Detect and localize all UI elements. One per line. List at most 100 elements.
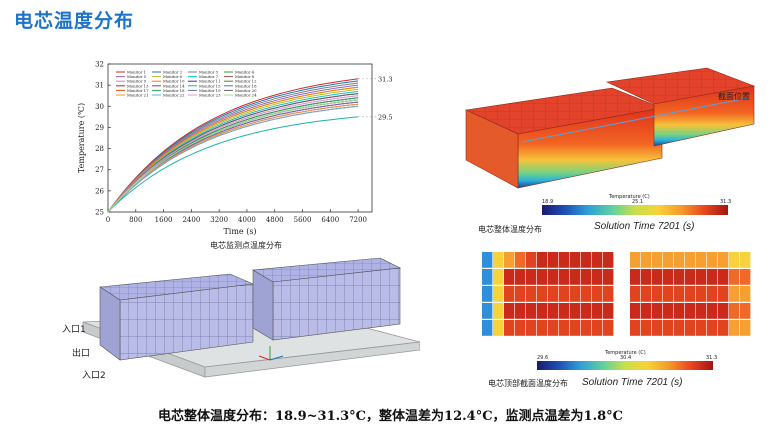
x-axis-label: Time (s) — [223, 227, 256, 236]
heatmap-cell — [493, 320, 504, 336]
overall-colorbar — [542, 205, 728, 215]
heatmap-cell — [718, 252, 729, 268]
heatmap-cell — [641, 320, 652, 336]
heatmap-cell — [526, 252, 537, 268]
heatmap-cell — [696, 286, 707, 302]
heatmap-cell — [493, 303, 504, 319]
top-contour-caption: 电芯顶部截面温度分布 — [488, 379, 568, 388]
legend-entry: Monitor 13 — [127, 83, 149, 88]
y-tick-label: 32 — [95, 61, 104, 69]
series-line — [107, 105, 359, 213]
heatmap-cell — [504, 320, 515, 336]
battery-pack-model — [82, 257, 420, 378]
y-tick-label: 26 — [95, 187, 104, 195]
series-line — [107, 99, 359, 213]
legend-entry: Monitor 19 — [199, 88, 221, 93]
series-line — [107, 86, 359, 213]
series-line — [107, 93, 359, 213]
summary-text: 电芯整体温度分布：18.9~31.3°C，整体温差为12.4°C，监测点温差为1… — [157, 409, 624, 424]
heatmap-cell — [740, 320, 751, 336]
heatmap-cell — [740, 269, 751, 285]
heatmap-cell — [674, 252, 685, 268]
heatmap-cell — [603, 320, 614, 336]
x-tick-label: 3200 — [210, 216, 228, 224]
heatmap-cell — [592, 286, 603, 302]
heatmap-cell — [652, 303, 663, 319]
heatmap-cell — [652, 286, 663, 302]
top-cb-mid: 30.4 — [620, 355, 632, 361]
overall-contour-caption: 电芯整体温度分布 — [478, 225, 542, 234]
x-tick-label: 0 — [106, 216, 110, 224]
outlet-label: 出口 — [72, 349, 91, 359]
inlet2-label: 入口2 — [82, 371, 106, 381]
heatmap-cell — [707, 286, 718, 302]
legend-entry: Monitor 4 — [235, 70, 255, 75]
heatmap-cell — [603, 252, 614, 268]
heatmap-cell — [696, 303, 707, 319]
temperature-line-chart: 0 800 1600 2400 3200 4000 4800 5600 6400 7200 25 26… — [77, 61, 392, 237]
heatmap-cell — [581, 286, 592, 302]
heatmap-cell — [674, 269, 685, 285]
heatmap-cell — [729, 320, 740, 336]
series-line — [107, 91, 359, 213]
heatmap-cell — [548, 286, 559, 302]
legend-entry: Monitor 21 — [127, 93, 149, 98]
legend-entry: Monitor 8 — [235, 74, 255, 79]
section-position-label: 截面位置 — [718, 92, 750, 101]
heatmap-cell — [707, 269, 718, 285]
annotation-label: 31.3 — [378, 75, 392, 83]
legend-entry: Monitor 2 — [163, 70, 183, 75]
heatmap-cell — [696, 269, 707, 285]
heatmap-cell — [581, 320, 592, 336]
legend-entry: Monitor 17 — [127, 88, 149, 93]
y-axis-label: Temperature (℃) — [77, 103, 86, 173]
heatmap-cell — [548, 269, 559, 285]
heatmap-cell — [729, 303, 740, 319]
x-tick-label: 5600 — [294, 216, 312, 224]
overall-solution-time: Solution Time 7201 (s) — [594, 221, 695, 232]
heatmap-cell — [641, 269, 652, 285]
heatmap-cell — [515, 269, 526, 285]
heatmap-cell — [570, 320, 581, 336]
plot-frame — [107, 63, 373, 213]
x-tick-label: 6400 — [321, 216, 339, 224]
legend-entry: Monitor 6 — [163, 74, 183, 79]
heatmap-cell — [685, 320, 696, 336]
heatmap-cell — [515, 303, 526, 319]
heatmap-cell — [696, 320, 707, 336]
heatmap-cell — [482, 269, 493, 285]
heatmap-cell — [581, 303, 592, 319]
heatmap-cell — [740, 303, 751, 319]
heatmap-cell — [740, 286, 751, 302]
heatmap-cell — [603, 286, 614, 302]
series-line — [107, 99, 359, 213]
series-line — [107, 101, 359, 213]
heatmap-cell — [592, 320, 603, 336]
page-title: 电芯温度分布 — [14, 10, 135, 32]
heatmap-cell — [729, 252, 740, 268]
overall-cb-min: 18.9 — [542, 199, 554, 205]
series-line — [107, 86, 359, 213]
legend-entry: Monitor 11 — [199, 79, 221, 84]
heatmap-cell — [685, 303, 696, 319]
heatmap-cell — [559, 252, 570, 268]
line-chart-caption: 电芯监测点温度分布 — [210, 241, 282, 250]
heatmap-cell — [652, 320, 663, 336]
overall-temperature-contour — [464, 67, 756, 189]
heatmap-cell — [630, 269, 641, 285]
overall-cb-max: 31.3 — [720, 199, 732, 205]
y-tick-label: 27 — [95, 166, 104, 174]
heatmap-cell — [537, 286, 548, 302]
heatmap-cell — [729, 286, 740, 302]
heatmap-cell — [630, 320, 641, 336]
heatmap-cell — [504, 286, 515, 302]
top-cb-min: 29.6 — [537, 355, 549, 361]
legend-entry: Monitor 22 — [163, 93, 185, 98]
heatmap-cell — [526, 303, 537, 319]
annotation-label: 29.5 — [378, 113, 392, 121]
series-line — [107, 78, 359, 213]
series-line — [107, 88, 359, 213]
y-tick-label: 28 — [95, 145, 104, 153]
legend-entry: Monitor 20 — [235, 88, 257, 93]
heatmap-cell — [630, 286, 641, 302]
